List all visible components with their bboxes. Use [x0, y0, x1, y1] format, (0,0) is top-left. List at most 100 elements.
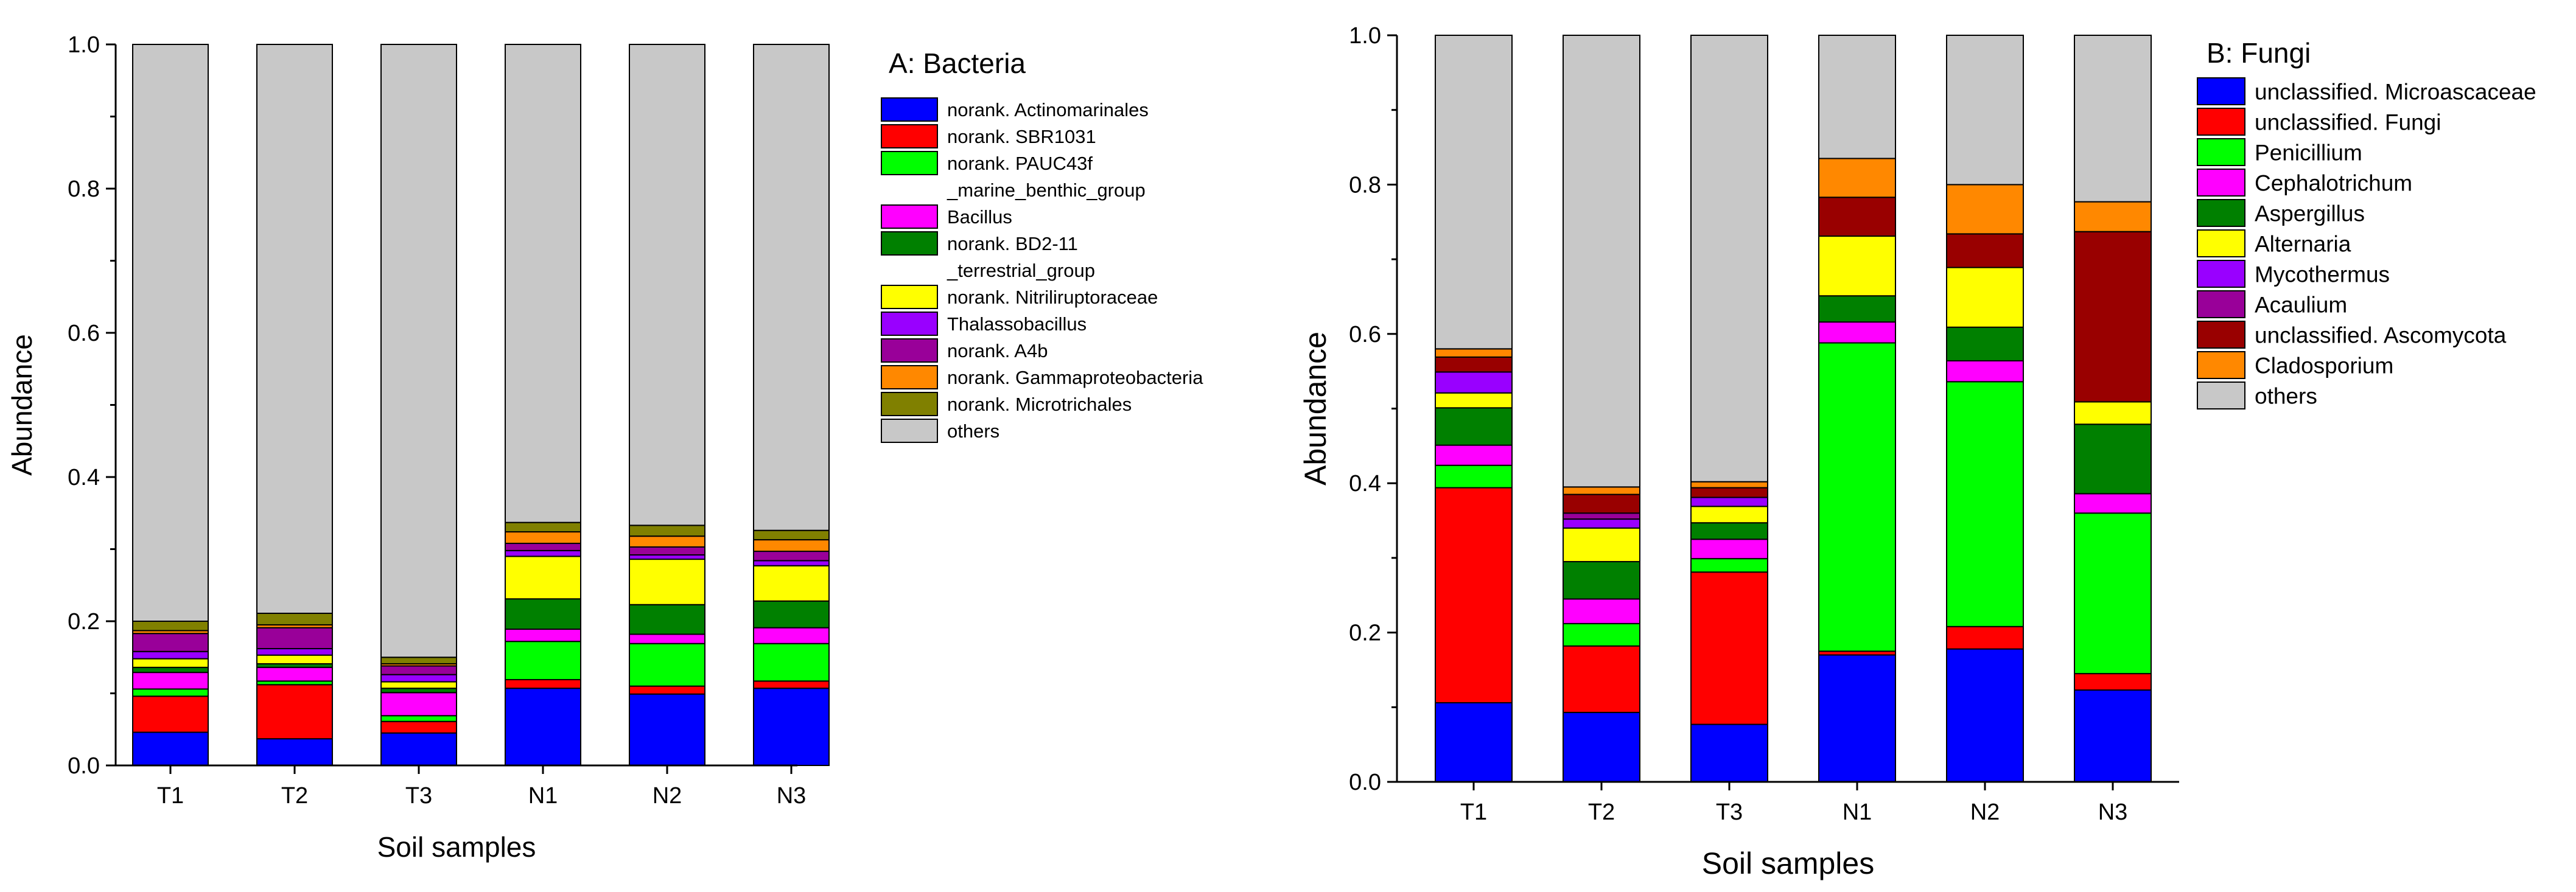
- bar-segment-t1-10: [132, 44, 209, 622]
- bar-segment-t2-8: [1563, 493, 1640, 514]
- x-tick-label-t2: T2: [1588, 800, 1615, 825]
- bar-segment-t1-3: [1435, 444, 1513, 466]
- bar-segment-n3-4: [753, 600, 830, 629]
- legend-label: unclassified. Ascomycota: [2255, 322, 2507, 347]
- bar-segment-t3-0: [1690, 723, 1768, 782]
- bar-segment-n1-7: [505, 543, 581, 551]
- bar-segment-t1-5: [1435, 392, 1513, 409]
- bar-segment-t1-4: [1435, 407, 1513, 446]
- y-tick-label: 0.0: [68, 753, 100, 779]
- bar-segment-t2-2: [1563, 622, 1640, 647]
- bar-segment-t2-0: [256, 738, 333, 767]
- legend-swatch: [2197, 77, 2245, 105]
- bar-segment-t3-10: [380, 44, 457, 658]
- bar-segment-t1-8: [1435, 356, 1513, 373]
- legend-swatch: [881, 231, 938, 256]
- bar-segment-t3-6: [1690, 497, 1768, 507]
- x-tick-label-n3: N3: [777, 783, 807, 809]
- bar-segment-n3-2: [753, 643, 830, 682]
- bar-segment-n2-1: [1946, 625, 2024, 650]
- legend-label: unclassified. Microascaceae: [2255, 79, 2536, 104]
- bar-segment-t3-4: [1690, 522, 1768, 540]
- bar-segment-t1-0: [1435, 702, 1513, 782]
- x-tick-label-t2: T2: [281, 783, 308, 809]
- bar-segment-n3-3: [2074, 493, 2152, 514]
- legend-swatch: [2197, 290, 2245, 318]
- bar-segment-n2-7: [629, 546, 705, 556]
- x-tick-label-n1: N1: [528, 783, 558, 809]
- bar-segment-n2-10: [1946, 35, 2024, 186]
- bar-segment-n2-5: [629, 559, 705, 605]
- bar-segment-t2-3: [256, 666, 333, 682]
- bar-segment-t3-2: [1690, 558, 1768, 573]
- bar-segment-n3-5: [2074, 401, 2152, 425]
- bar-segment-n1-2: [505, 641, 581, 680]
- bar-segment-n1-3: [1818, 321, 1896, 344]
- bar-segment-n3-8: [753, 539, 830, 552]
- bar-segment-t1-9: [1435, 348, 1513, 358]
- bar-segment-n2-8: [629, 535, 705, 548]
- bar-segment-n3-3: [753, 627, 830, 644]
- bar-segment-t3-9: [1690, 481, 1768, 489]
- bar-segment-n2-9: [1946, 184, 2024, 235]
- bar-segment-t2-0: [1563, 711, 1640, 783]
- bar-segment-n3-5: [753, 565, 830, 602]
- legend-label: _marine_benthic_group: [947, 179, 1146, 201]
- bar-segment-t1-6: [132, 650, 209, 660]
- bar-segment-n2-2: [629, 643, 705, 687]
- legend-label: norank. Microtrichales: [947, 394, 1132, 415]
- legend-label: Acaulium: [2255, 292, 2347, 317]
- legend-label: Cladosporium: [2255, 353, 2393, 378]
- legend-label: Cephalotrichum: [2255, 170, 2412, 195]
- bar-segment-n3-1: [2074, 673, 2152, 691]
- bar-segment-n3-1: [753, 680, 830, 689]
- bar-segment-n1-6: [505, 549, 581, 557]
- bar-segment-n1-5: [1818, 235, 1896, 297]
- bar-segment-t3-4: [380, 688, 457, 694]
- legend-label: norank. Actinomarinales: [947, 99, 1149, 120]
- bar-segment-t1-9: [132, 621, 209, 632]
- bar-segment-t1-2: [132, 688, 209, 697]
- bar-segment-t1-1: [132, 695, 209, 733]
- bar-segment-n3-10: [753, 44, 830, 531]
- legend-swatch: [881, 312, 938, 336]
- bar-segment-t1-4: [132, 666, 209, 674]
- fungi-chart: 0.0 0.2 0.4 0.6 0.8 1.0 T1 T2 T3 N1 N2 N3 Soil sampl…: [1298, 23, 2536, 880]
- bar-segment-n2-0: [629, 693, 705, 767]
- y-tick-label: 0.6: [1349, 322, 1381, 347]
- bar-segment-t2-10: [256, 44, 333, 614]
- bar-segment-n2-6: [629, 554, 705, 560]
- bar-segment-t2-9: [1563, 486, 1640, 495]
- chart-title: B: Fungi: [2207, 37, 2311, 69]
- x-axis-label: Soil samples: [1702, 846, 1874, 880]
- legend-swatch: [2197, 169, 2245, 197]
- bar-segment-t3-3: [1690, 538, 1768, 560]
- bar-segment-t3-1: [380, 720, 457, 734]
- bar-segment-t2-1: [256, 684, 333, 740]
- bar-segment-t2-10: [1563, 35, 1640, 488]
- bar-segment-n1-9: [1818, 158, 1896, 198]
- bar-segment-n3-0: [2074, 689, 2152, 782]
- bar-segment-t3-8: [1690, 487, 1768, 498]
- bar-segment-t1-3: [132, 672, 209, 690]
- legend-label: others: [2255, 383, 2317, 408]
- x-tick-label-n2: N2: [1970, 800, 2000, 825]
- bar-segment-t2-5: [256, 654, 333, 664]
- legend-swatch: [881, 419, 938, 443]
- y-tick-label: 1.0: [68, 32, 100, 58]
- x-tick-label-t3: T3: [405, 783, 432, 809]
- legend-label: Penicillium: [2255, 140, 2362, 165]
- legend-swatch: [2197, 229, 2245, 257]
- bar-segment-n1-8: [1818, 197, 1896, 237]
- bar-segment-n3-2: [2074, 512, 2152, 675]
- bar-segment-n2-9: [629, 524, 705, 537]
- bar-segment-n2-3: [629, 633, 705, 644]
- y-tick-label: 1.0: [1349, 23, 1381, 49]
- bar-segment-n1-0: [505, 688, 581, 766]
- legend-label: norank. Nitriliruptoraceae: [947, 287, 1158, 308]
- legend-label: norank. SBR1031: [947, 126, 1096, 147]
- x-tick-label-n1: N1: [1843, 800, 1872, 825]
- bar-segment-t3-6: [380, 674, 457, 683]
- legend-swatch: [881, 338, 938, 363]
